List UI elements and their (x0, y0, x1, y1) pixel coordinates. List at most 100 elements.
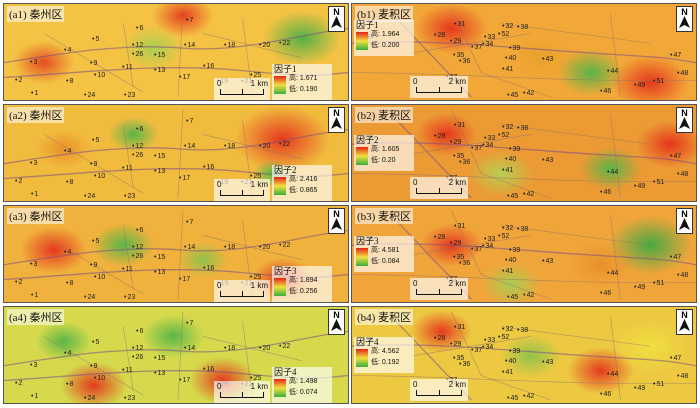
sample-point: 12 (132, 42, 143, 50)
sample-point: 34 (482, 344, 493, 352)
sample-point: 4 (64, 249, 71, 257)
sample-point: 25 (250, 72, 261, 80)
sample-point: 13 (154, 269, 165, 277)
sample-point: 50 (602, 302, 613, 303)
sample-point: 16 (203, 366, 214, 374)
north-arrow-icon: N (328, 309, 345, 335)
sample-point: 15 (154, 52, 165, 60)
sample-point: 47 (670, 153, 681, 161)
north-label: N (681, 108, 688, 118)
sample-point: 18 (224, 42, 235, 50)
sample-point: 17 (179, 276, 190, 284)
sample-point: 17 (179, 74, 190, 82)
scale-bar-graphic (416, 87, 462, 93)
sample-point: 50 (602, 100, 613, 101)
sample-point: 34 (482, 142, 493, 150)
sample-point: 24 (84, 294, 95, 302)
legend-low: 低: 0.190 (289, 86, 318, 93)
sample-point: 5 (92, 339, 99, 347)
sample-point: 3 (30, 59, 37, 67)
sample-point: 9 (90, 262, 97, 270)
color-legend: 因子2 高: 2.416 低: 0.865 (272, 165, 332, 201)
sample-point: 34 (482, 41, 493, 49)
map-panel-b1: (b1) 麦积区N2728293031323334353637383940414… (351, 3, 697, 101)
sample-point: 51 (653, 179, 664, 187)
sample-point: 26 (132, 152, 143, 160)
sample-point: 11 (122, 367, 132, 375)
sample-point: 28 (434, 335, 445, 343)
sample-point: 1 (31, 191, 38, 199)
legend-gradient (274, 278, 286, 296)
scale-bar-graphic (416, 390, 462, 396)
sample-point: 31 (454, 122, 465, 130)
sample-point: 7 (186, 118, 193, 126)
scale-bar-graphic (416, 289, 462, 295)
arrow-icon (679, 117, 690, 129)
sample-point: 37 (471, 347, 482, 355)
sample-point: 13 (154, 168, 165, 176)
sample-point: 28 (434, 32, 445, 40)
arrow-icon (331, 117, 342, 129)
sample-point: 28 (434, 133, 445, 141)
scale-label: 1 km (250, 79, 268, 88)
sample-point: 33 (484, 236, 495, 244)
scale-zero: 0 (413, 279, 418, 288)
sample-point: 44 (607, 371, 618, 379)
sample-point: 25 (250, 375, 261, 383)
scale-zero: 0 (413, 380, 418, 389)
sample-point: 12 (132, 244, 143, 252)
sample-point: 9 (90, 161, 97, 169)
map-panel-a1: (a1) 秦州区N1234567891011121314151617181920… (3, 3, 349, 101)
sample-point: 15 (154, 153, 165, 161)
north-arrow-icon: N (328, 107, 345, 133)
sample-point: 1 (31, 393, 38, 401)
sample-point: 8 (66, 280, 73, 288)
sample-point: 4 (64, 350, 71, 358)
legend-gradient (356, 349, 368, 367)
sample-point: 15 (154, 254, 165, 262)
arrow-icon (331, 218, 342, 230)
sample-point: 47 (670, 52, 681, 60)
sample-point: 6 (136, 328, 143, 336)
sample-point: 5 (92, 36, 99, 44)
scale-bar: 0 2 km (410, 76, 468, 98)
legend-title: 因子1 (274, 64, 297, 74)
sample-point: 1 (31, 90, 38, 98)
scale-bar-graphic (220, 89, 264, 95)
sample-point: 17 (179, 377, 190, 385)
sample-point: 32 (502, 23, 513, 31)
arrow-icon (331, 319, 342, 331)
sample-point: 4 (64, 148, 71, 156)
sample-point: 13 (154, 370, 165, 378)
sample-point: 24 (84, 395, 95, 403)
color-legend: 因子2 高: 1.605 低: 0.20 (354, 135, 414, 171)
sample-point: 48 (677, 373, 688, 381)
sample-point: 52 (498, 31, 509, 39)
sample-point: 52 (498, 132, 509, 140)
map-panel-b2: (b2) 麦积区N2728293031323334353637383940414… (351, 104, 697, 202)
sample-point: 48 (677, 171, 688, 179)
sample-point: 33 (484, 135, 495, 143)
sample-point: 31 (454, 324, 465, 332)
sample-point: 38 (517, 24, 528, 32)
sample-point: 26 (132, 253, 143, 261)
sample-point: 33 (484, 337, 495, 345)
sample-point: 42 (523, 191, 534, 199)
sample-point: 23 (124, 193, 135, 201)
sample-point: 38 (517, 327, 528, 335)
sample-point: 9 (90, 60, 97, 68)
arrow-icon (679, 218, 690, 230)
scale-bar: 0 1 km (214, 179, 270, 201)
legend-title: 因子2 (356, 135, 379, 145)
sample-point: 44 (607, 169, 618, 177)
sample-point: 46 (600, 189, 611, 197)
sample-point: 3 (30, 261, 37, 269)
sample-point: 35 (453, 153, 464, 161)
sample-point: 23 (124, 294, 135, 302)
sample-point: 24 (84, 193, 95, 201)
panel-title: (a2) 秦州区 (7, 107, 65, 123)
sample-point: 49 (634, 183, 645, 191)
sample-point: 38 (517, 226, 528, 234)
sample-point: 52 (498, 233, 509, 241)
sample-point: 16 (203, 265, 214, 273)
